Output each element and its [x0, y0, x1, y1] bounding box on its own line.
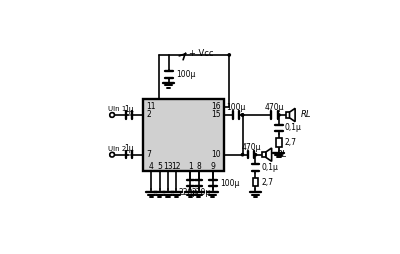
Circle shape [110, 113, 114, 117]
Text: 100μ: 100μ [176, 70, 196, 79]
Bar [262, 152, 266, 157]
Text: 13: 13 [163, 162, 173, 171]
Circle shape [241, 153, 244, 156]
Text: 12: 12 [172, 162, 181, 171]
Circle shape [241, 114, 244, 116]
Text: 11: 11 [146, 102, 156, 111]
Text: UIn 1: UIn 1 [108, 106, 126, 112]
Text: 7: 7 [146, 150, 151, 158]
Circle shape [110, 152, 114, 157]
Text: RL: RL [300, 110, 311, 119]
Text: 2: 2 [146, 110, 151, 119]
Text: 220μ: 220μ [191, 188, 210, 197]
Bar [286, 112, 290, 118]
Text: 15: 15 [211, 110, 221, 119]
Text: 9: 9 [210, 162, 215, 171]
Polygon shape [266, 148, 272, 161]
Text: 8: 8 [196, 162, 201, 171]
Text: 0,1μ: 0,1μ [261, 163, 278, 172]
Circle shape [254, 153, 257, 156]
Text: UIn 2: UIn 2 [108, 146, 126, 152]
Circle shape [228, 54, 230, 56]
Text: 1: 1 [188, 162, 193, 171]
Text: RL: RL [277, 150, 288, 159]
Circle shape [241, 114, 244, 116]
Bar [276, 138, 282, 147]
Text: 5: 5 [157, 162, 162, 171]
Text: 1μ: 1μ [124, 105, 134, 114]
Text: 100μ: 100μ [227, 103, 246, 113]
Text: 100μ: 100μ [220, 179, 240, 187]
Text: 470μ: 470μ [265, 103, 284, 112]
Text: 10: 10 [211, 150, 221, 158]
Text: 0,1μ: 0,1μ [285, 123, 302, 132]
Text: 220μ: 220μ [179, 188, 198, 197]
Polygon shape [290, 108, 295, 122]
Bar [253, 178, 258, 186]
Bar [143, 99, 224, 171]
Text: 16: 16 [211, 102, 221, 111]
Text: 4: 4 [149, 162, 154, 171]
Text: 470μ: 470μ [241, 143, 261, 152]
Text: 1μ: 1μ [124, 144, 134, 153]
Text: + Vcc: + Vcc [189, 49, 214, 58]
Circle shape [278, 114, 280, 116]
Text: 2,7: 2,7 [285, 138, 297, 147]
Text: 2,7: 2,7 [261, 178, 273, 186]
